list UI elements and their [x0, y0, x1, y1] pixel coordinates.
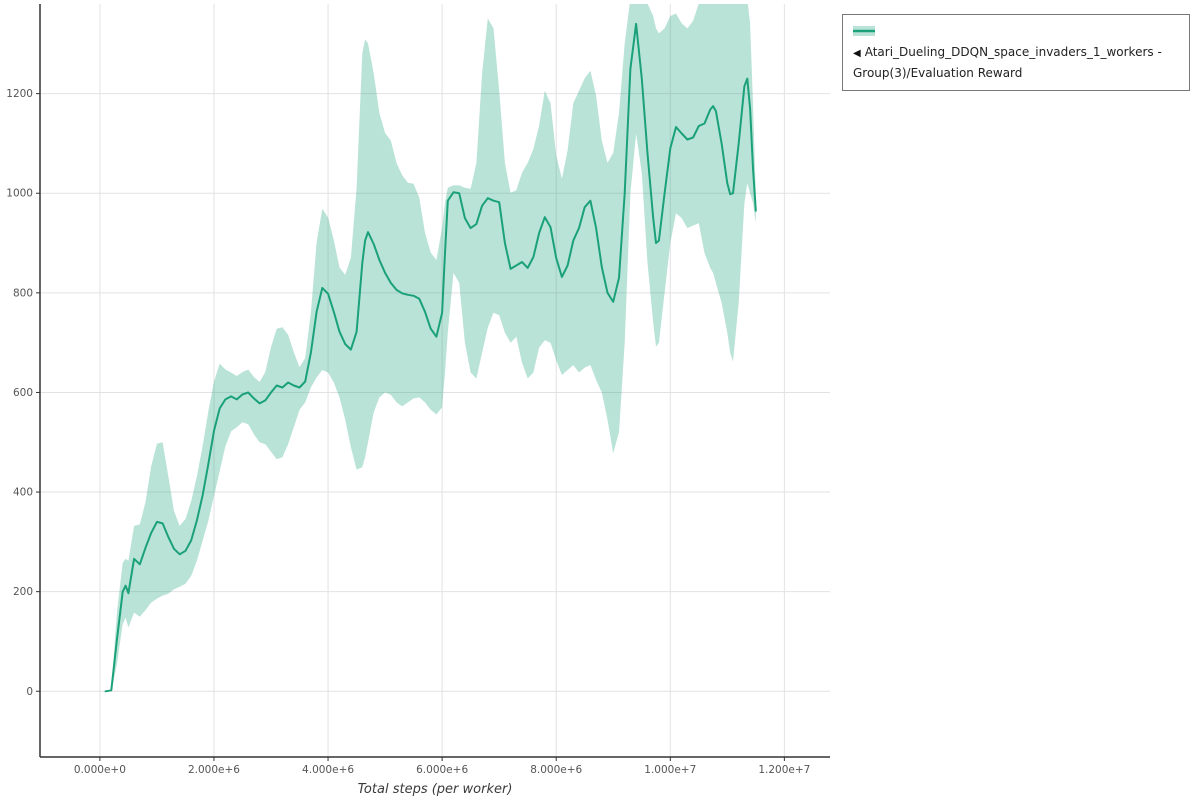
y-tick-label: 200: [13, 586, 33, 598]
y-tick-label: 400: [13, 487, 33, 499]
x-tick-label: 4.000e+6: [302, 764, 354, 776]
y-tick-label: 0: [26, 686, 33, 698]
y-tick-label: 1200: [6, 88, 33, 100]
legend-label: Atari_Dueling_DDQN_space_invaders_1_work…: [853, 45, 1162, 80]
mean-line: [104, 22, 757, 693]
x-tick-label: 6.000e+6: [416, 764, 468, 776]
confidence-band: [105, 4, 756, 692]
x-tick-label: 2.000e+6: [188, 764, 240, 776]
x-tick-label: 1.000e+7: [644, 764, 696, 776]
legend-collapse-icon[interactable]: ◀: [853, 48, 861, 60]
y-tick-label: 1000: [6, 188, 33, 200]
x-tick-label: 0.000e+0: [74, 764, 126, 776]
x-tick-label: 8.000e+6: [530, 764, 582, 776]
gridlines: [40, 4, 830, 757]
legend-swatch-icon: [853, 26, 875, 36]
y-tick-label: 800: [13, 287, 33, 299]
legend[interactable]: ◀ Atari_Dueling_DDQN_space_invaders_1_wor…: [842, 14, 1190, 92]
axes: 0.000e+0 2.000e+6 4.000e+6 6.000e+6 8.000e+6…: [6, 4, 830, 776]
y-tick-label: 600: [13, 387, 33, 399]
x-axis-title: Total steps (per worker): [357, 782, 513, 797]
x-tick-label: 1.200e+7: [758, 764, 810, 776]
